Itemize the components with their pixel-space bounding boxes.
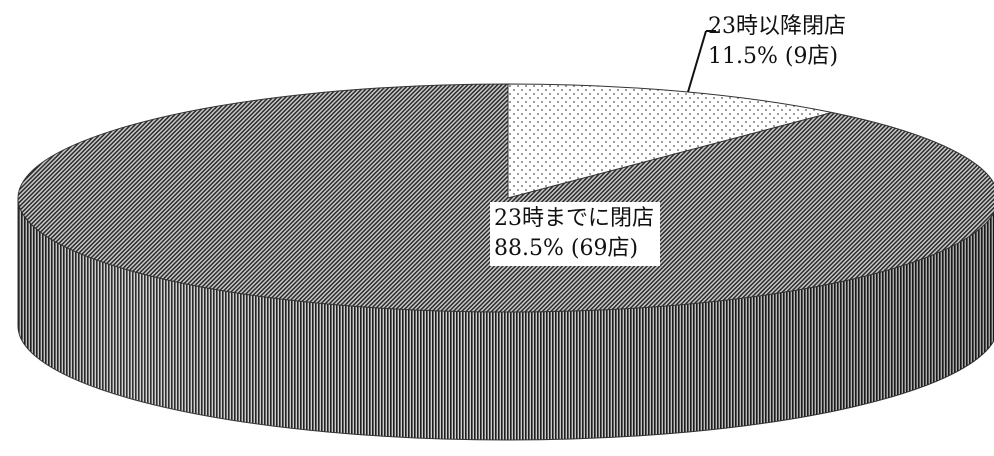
slice-label-before-23: 23時までに閉店	[494, 206, 654, 231]
data-label-after-23: 23時以降閉店 11.5% (9店)	[708, 12, 846, 72]
slice-label-after-23: 23時以降閉店	[708, 14, 846, 39]
pie-slice-after-23	[507, 83, 833, 199]
slice-value-after-23: 11.5% (9店)	[708, 44, 839, 69]
leader-line	[687, 30, 707, 93]
pie-slice-before-23	[17, 83, 994, 313]
pie-side-shade	[18, 198, 994, 440]
slice-value-before-23: 88.5% (69店)	[494, 236, 639, 261]
data-label-before-23: 23時までに閉店 88.5% (69店)	[490, 202, 660, 266]
